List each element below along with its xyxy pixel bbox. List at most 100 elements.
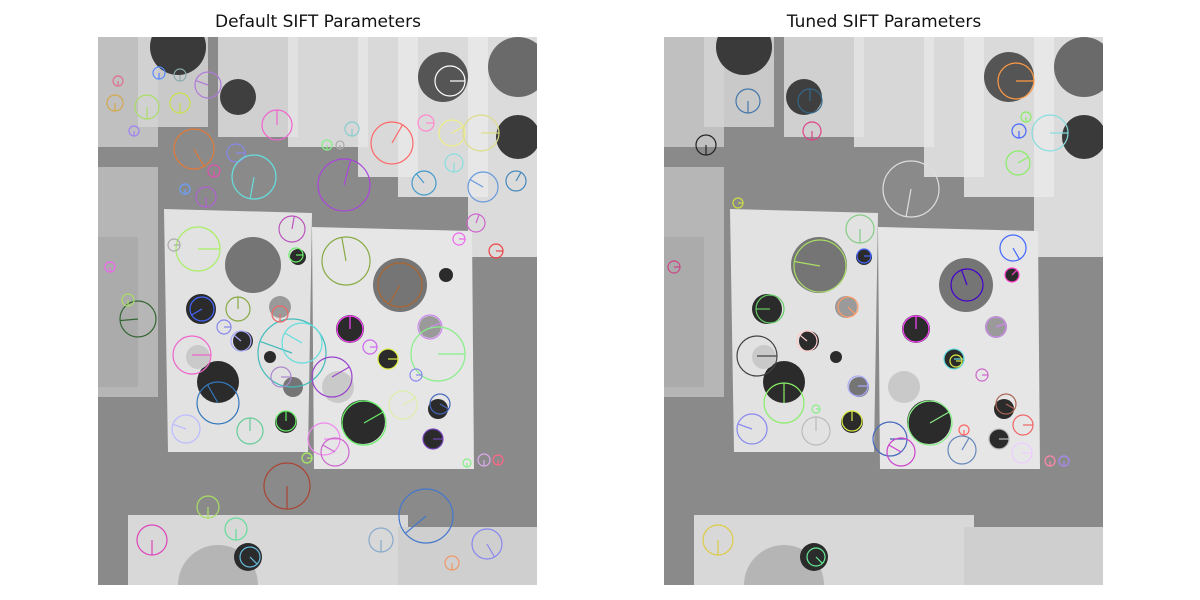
keypoint-orientation (960, 269, 968, 286)
blurred-card (98, 237, 138, 387)
keypoint-circle (837, 296, 859, 318)
keypoint-circle (398, 488, 454, 544)
blurred-dot (716, 37, 772, 75)
keypoint-orientation (284, 332, 303, 344)
left-panel-title: Default SIFT Parameters (215, 12, 421, 32)
keypoint-orientation (439, 403, 449, 410)
keypoint-orientation (331, 366, 350, 378)
keypoint-orientation (847, 306, 856, 315)
keypoint-circle (429, 393, 451, 415)
keypoint-circle (471, 528, 503, 560)
board-dot (841, 411, 863, 433)
board-dot (752, 345, 776, 369)
bottom-card (128, 515, 408, 585)
bottom-card (694, 515, 974, 585)
keypoint-orientation (1005, 403, 1015, 410)
keypoint-circle (194, 71, 222, 99)
bottom-card (964, 527, 1103, 585)
blurred-dot (1054, 37, 1103, 97)
keypoint-circle (947, 435, 977, 465)
left-panel: Default SIFT Parameters (98, 0, 538, 600)
keypoint-circle (1005, 150, 1031, 176)
keypoint-orientation (193, 148, 205, 167)
keypoint-circle (189, 296, 215, 322)
keypoint-orientation (291, 216, 295, 230)
blurred-dot (984, 52, 1034, 102)
right-image (664, 37, 1103, 585)
keypoint-overlay (667, 62, 1070, 567)
keypoint-circle (793, 239, 847, 293)
keypoint-orientation (929, 411, 950, 424)
keypoint-orientation (798, 334, 808, 342)
keypoint-orientation (404, 515, 427, 534)
keypoint-circle (886, 437, 916, 467)
left-image (98, 37, 537, 585)
blurred-dot (418, 52, 468, 102)
keypoint-circle (806, 547, 826, 567)
board-dot (269, 296, 291, 318)
board-dot (439, 268, 453, 282)
board-dot (341, 400, 385, 444)
keypoint-circle (278, 215, 306, 243)
board-dot (791, 237, 847, 293)
board-dot (856, 249, 872, 265)
board-dot (799, 331, 819, 351)
keypoint-orientation (737, 423, 753, 430)
right-panel-title: Tuned SIFT Parameters (786, 12, 982, 32)
keypoint-orientation (259, 340, 293, 354)
board-dot (225, 237, 281, 293)
keypoint-orientation (429, 322, 442, 328)
blurred-card (288, 37, 368, 147)
keypoint-circle (341, 400, 387, 446)
keypoint-orientation (206, 384, 219, 404)
keypoint-orientation (363, 411, 384, 424)
board-dot (264, 351, 276, 363)
keypoint-orientation (1012, 247, 1021, 260)
right-panel: Tuned SIFT Parameters (664, 0, 1104, 600)
keypoint-circle (796, 330, 818, 352)
keypoint-orientation (341, 237, 347, 262)
keypoint-circle (438, 119, 466, 147)
keypoint-orientation (815, 556, 823, 564)
keypoint-orientation (905, 188, 912, 217)
blurred-dot (1062, 115, 1103, 159)
keypoint-circle (317, 158, 371, 212)
board-dot (830, 351, 842, 363)
blurred-dot (220, 79, 256, 115)
keypoint-circle (320, 437, 350, 467)
keypoint-orientation (794, 260, 821, 267)
blurred-dot (786, 79, 822, 115)
right-keypoint-image (664, 37, 1103, 585)
keypoint-orientation (888, 444, 902, 453)
board-dot (290, 249, 306, 265)
keypoint-orientation (451, 125, 464, 134)
board-dot (888, 371, 920, 403)
keypoint-circle (736, 413, 768, 445)
keypoint-circle (985, 316, 1007, 338)
board-dot (186, 345, 210, 369)
keypoint-circle (321, 236, 371, 286)
keypoint-circle (230, 330, 252, 352)
keypoint-circle (239, 546, 261, 568)
keypoint-orientation (388, 284, 401, 305)
keypoint-circle (196, 381, 240, 425)
board-dot (275, 411, 297, 433)
keypoint-orientation (475, 214, 480, 224)
keypoint-orientation (249, 176, 255, 199)
keypoint-orientation (415, 173, 425, 184)
keypoint-orientation (1017, 156, 1029, 164)
keypoint-circle (311, 356, 353, 398)
keypoint-orientation (322, 444, 336, 453)
keypoint-orientation (232, 334, 242, 342)
board-dot (233, 331, 253, 351)
keypoint-circle (1004, 267, 1020, 283)
board-dot (849, 377, 869, 397)
keypoint-circle (466, 213, 486, 233)
blurred-dot (234, 543, 262, 571)
keypoint-circle (907, 400, 953, 446)
blurred-dot (150, 37, 206, 75)
blurred-card (854, 37, 934, 147)
keypoint-circle (257, 318, 327, 388)
keypoint-circle (173, 128, 215, 170)
keypoint-orientation (195, 80, 209, 86)
